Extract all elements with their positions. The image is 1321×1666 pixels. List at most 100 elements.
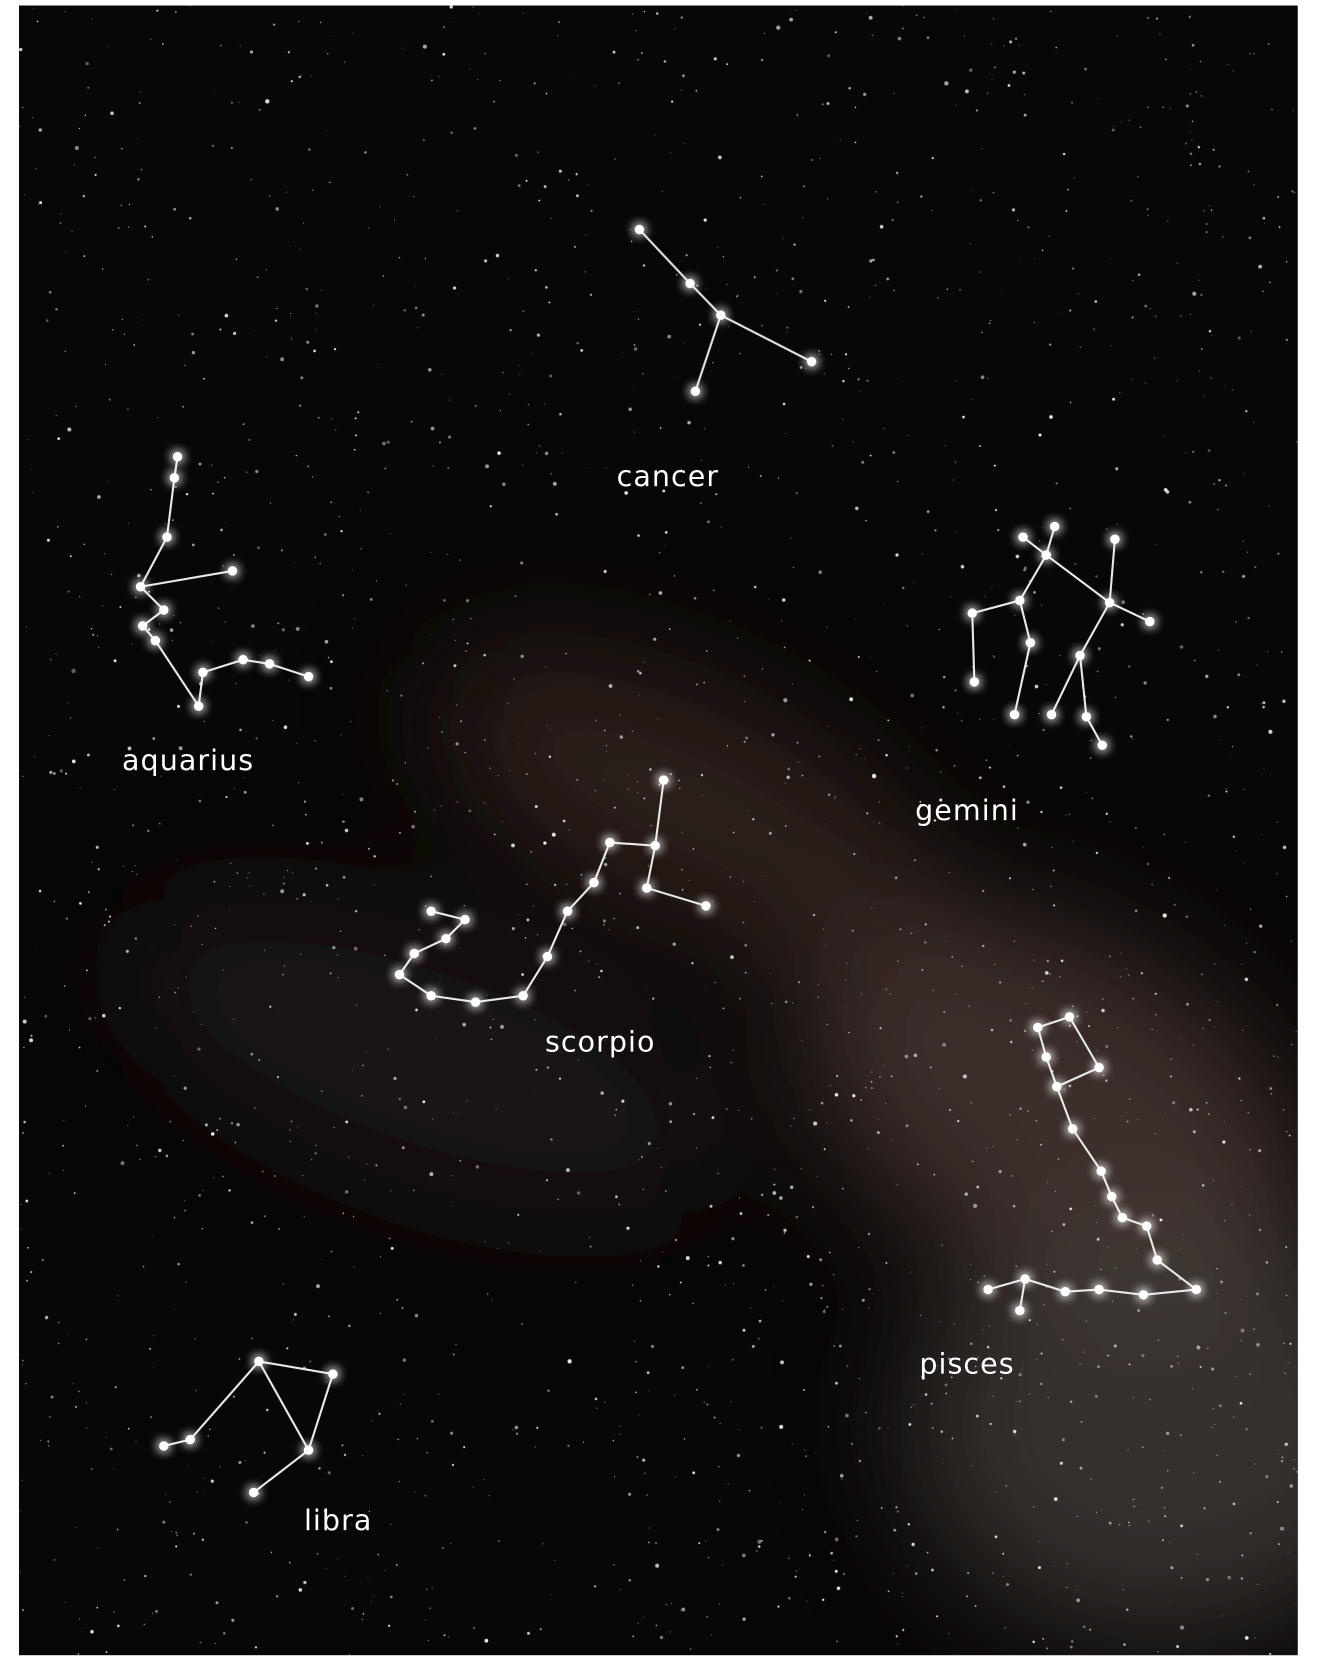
- bg-star: [243, 777, 244, 778]
- constellation-star: [968, 608, 978, 618]
- bg-star: [618, 1203, 620, 1205]
- bg-star: [714, 982, 716, 984]
- bg-star: [868, 1307, 869, 1308]
- bg-star: [914, 859, 916, 861]
- bg-star: [842, 1188, 843, 1189]
- constellation-star: [238, 655, 248, 665]
- bg-star: [399, 832, 401, 834]
- bg-star: [360, 510, 361, 511]
- bg-star: [98, 868, 100, 870]
- bg-star: [1225, 485, 1227, 487]
- bg-star: [895, 1506, 897, 1508]
- bg-star: [827, 1024, 828, 1025]
- bg-star: [604, 863, 607, 866]
- bg-star: [942, 1043, 946, 1047]
- bg-star: [526, 773, 528, 775]
- bg-star: [453, 619, 454, 620]
- bg-star: [1218, 479, 1220, 481]
- bg-star: [879, 801, 880, 802]
- bg-star: [785, 783, 786, 784]
- bg-star: [275, 207, 279, 211]
- bg-star: [782, 1300, 783, 1301]
- bg-star: [177, 1263, 179, 1265]
- bg-star: [614, 807, 616, 809]
- bg-star: [85, 1105, 86, 1106]
- bg-star: [1156, 544, 1157, 545]
- constellation-star: [173, 452, 183, 462]
- bg-star: [311, 681, 312, 682]
- bg-star: [591, 210, 593, 212]
- bg-star: [1012, 208, 1015, 211]
- bg-star: [264, 950, 265, 951]
- constellation-star: [807, 357, 817, 367]
- bg-star: [426, 1452, 427, 1453]
- bg-star: [1200, 571, 1202, 573]
- bg-star: [655, 1625, 657, 1627]
- bg-star: [466, 599, 469, 602]
- bg-star: [906, 1124, 909, 1127]
- bg-star: [895, 876, 898, 879]
- bg-star: [657, 718, 658, 719]
- bg-star: [1117, 524, 1118, 525]
- bg-star: [1167, 719, 1169, 721]
- bg-star: [1137, 1119, 1138, 1120]
- bg-star: [754, 586, 756, 588]
- bg-star: [1053, 1566, 1054, 1567]
- bg-star: [1058, 312, 1059, 313]
- constellation-star: [426, 991, 436, 1001]
- bg-star: [198, 1194, 201, 1197]
- bg-star: [674, 28, 675, 29]
- bg-star: [863, 93, 866, 96]
- bg-star: [1283, 846, 1286, 849]
- bg-star: [165, 1494, 166, 1495]
- bg-star: [1107, 1354, 1109, 1356]
- bg-star: [743, 881, 744, 882]
- bg-star: [897, 1511, 899, 1513]
- bg-star: [450, 1432, 453, 1435]
- bg-star: [756, 1550, 758, 1552]
- bg-star: [340, 931, 341, 932]
- bg-star: [780, 1503, 781, 1504]
- bg-star: [680, 1282, 682, 1284]
- bg-star: [1196, 1346, 1200, 1350]
- bg-star: [96, 846, 99, 849]
- bg-star: [828, 1426, 830, 1428]
- bg-star: [1232, 746, 1233, 747]
- bg-star: [114, 659, 117, 662]
- bg-star: [384, 1570, 385, 1571]
- bg-star: [233, 554, 235, 556]
- bg-star: [979, 719, 980, 720]
- bg-star: [670, 152, 671, 153]
- bg-star: [744, 675, 746, 677]
- bg-star: [927, 1552, 929, 1554]
- bg-star: [498, 1540, 499, 1541]
- bg-star: [136, 1440, 137, 1441]
- bg-star: [969, 68, 972, 71]
- bg-star: [933, 990, 934, 991]
- bg-star: [110, 111, 114, 115]
- bg-star: [632, 730, 634, 732]
- bg-star: [1133, 1499, 1135, 1501]
- bg-star: [225, 796, 227, 798]
- bg-star: [497, 451, 501, 455]
- bg-star: [804, 1450, 805, 1451]
- bg-star: [456, 704, 457, 705]
- bg-star: [1129, 1098, 1130, 1099]
- bg-star: [119, 606, 121, 608]
- bg-star: [833, 1345, 835, 1347]
- bg-star: [705, 289, 706, 290]
- bg-star: [455, 742, 458, 745]
- bg-star: [675, 1477, 676, 1478]
- bg-star: [418, 929, 419, 930]
- bg-star: [1009, 1114, 1010, 1115]
- bg-star: [1197, 1554, 1198, 1555]
- bg-star: [527, 424, 529, 426]
- bg-star: [131, 644, 132, 645]
- bg-star: [615, 1109, 617, 1111]
- bg-star: [384, 468, 386, 470]
- bg-star: [990, 320, 991, 321]
- constellation-star: [1050, 522, 1060, 532]
- bg-star: [158, 1149, 161, 1152]
- bg-star: [523, 13, 524, 14]
- bg-star: [539, 1250, 540, 1251]
